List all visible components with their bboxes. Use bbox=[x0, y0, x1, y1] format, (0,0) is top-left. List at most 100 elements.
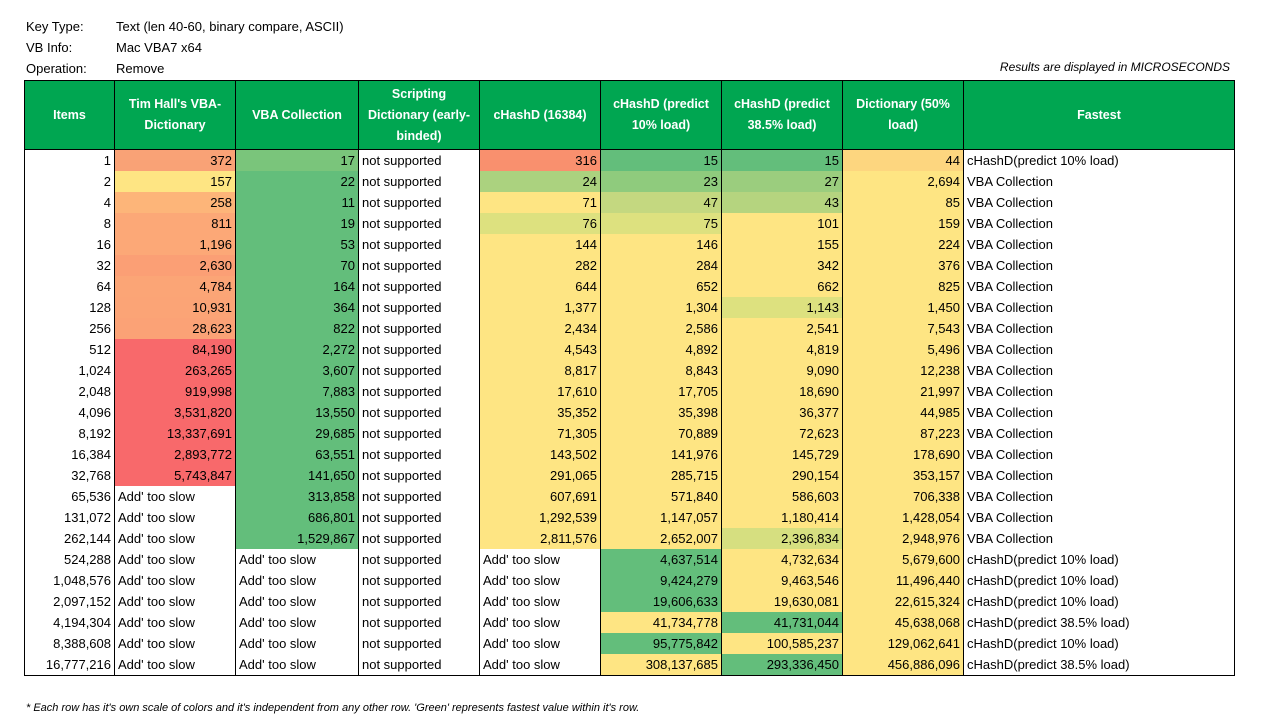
cell-chashd-10: 146 bbox=[600, 234, 722, 255]
cell-dictionary-50: 1,428,054 bbox=[842, 507, 964, 528]
cell-scripting-dictionary: not supported bbox=[358, 234, 480, 255]
cell-dictionary-50: 1,450 bbox=[842, 297, 964, 318]
cell-items: 16,777,216 bbox=[24, 654, 115, 676]
cell-dictionary-50: 706,338 bbox=[842, 486, 964, 507]
cell-tim-hall: 4,784 bbox=[114, 276, 236, 297]
cell-scripting-dictionary: not supported bbox=[358, 192, 480, 213]
cell-items: 2,048 bbox=[24, 381, 115, 402]
cell-scripting-dictionary: not supported bbox=[358, 528, 480, 549]
cell-scripting-dictionary: not supported bbox=[358, 213, 480, 234]
cell-fastest: VBA Collection bbox=[963, 444, 1235, 465]
header-tim-hall: Tim Hall's VBA-Dictionary bbox=[114, 80, 236, 150]
cell-vba-collection: 3,607 bbox=[235, 360, 359, 381]
cell-scripting-dictionary: not supported bbox=[358, 486, 480, 507]
cell-scripting-dictionary: not supported bbox=[358, 591, 480, 612]
table-row: 32 2,630 70 not supported 282 284 342 376 VBA Co… bbox=[24, 255, 1235, 276]
cell-chashd-16384: 291,065 bbox=[479, 465, 601, 486]
meta-vb-label: VB Info: bbox=[26, 40, 73, 55]
cell-chashd-16384: 8,817 bbox=[479, 360, 601, 381]
cell-scripting-dictionary: not supported bbox=[358, 570, 480, 591]
cell-fastest: cHashD(predict 10% load) bbox=[963, 591, 1235, 612]
table-row: 4,194,304 Add' too slow Add' too slow not s… bbox=[24, 612, 1235, 633]
header-chashd-16384: cHashD (16384) bbox=[479, 80, 601, 150]
cell-fastest: VBA Collection bbox=[963, 276, 1235, 297]
cell-fastest: cHashD(predict 38.5% load) bbox=[963, 612, 1235, 633]
cell-items: 4,194,304 bbox=[24, 612, 115, 633]
cell-chashd-38: 19,630,081 bbox=[721, 591, 843, 612]
cell-chashd-16384: 644 bbox=[479, 276, 601, 297]
cell-tim-hall: 372 bbox=[114, 149, 236, 171]
cell-chashd-10: 41,734,778 bbox=[600, 612, 722, 633]
cell-items: 524,288 bbox=[24, 549, 115, 570]
cell-fastest: VBA Collection bbox=[963, 402, 1235, 423]
cell-items: 256 bbox=[24, 318, 115, 339]
cell-dictionary-50: 178,690 bbox=[842, 444, 964, 465]
cell-tim-hall: 157 bbox=[114, 171, 236, 192]
cell-chashd-16384: Add' too slow bbox=[479, 612, 601, 633]
table-row: 32,768 5,743,847 141,650 not supported 291,0… bbox=[24, 465, 1235, 486]
cell-fastest: VBA Collection bbox=[963, 171, 1235, 192]
cell-vba-collection: Add' too slow bbox=[235, 654, 359, 676]
cell-chashd-38: 1,180,414 bbox=[721, 507, 843, 528]
cell-tim-hall: 3,531,820 bbox=[114, 402, 236, 423]
cell-chashd-16384: Add' too slow bbox=[479, 549, 601, 570]
cell-chashd-10: 141,976 bbox=[600, 444, 722, 465]
cell-tim-hall: Add' too slow bbox=[114, 654, 236, 676]
cell-chashd-16384: 316 bbox=[479, 149, 601, 171]
cell-scripting-dictionary: not supported bbox=[358, 171, 480, 192]
cell-chashd-38: 18,690 bbox=[721, 381, 843, 402]
cell-chashd-16384: 71,305 bbox=[479, 423, 601, 444]
cell-vba-collection: 164 bbox=[235, 276, 359, 297]
cell-tim-hall: 5,743,847 bbox=[114, 465, 236, 486]
cell-chashd-10: 9,424,279 bbox=[600, 570, 722, 591]
cell-chashd-38: 342 bbox=[721, 255, 843, 276]
cell-chashd-16384: 1,292,539 bbox=[479, 507, 601, 528]
cell-chashd-16384: 17,610 bbox=[479, 381, 601, 402]
cell-scripting-dictionary: not supported bbox=[358, 444, 480, 465]
cell-items: 128 bbox=[24, 297, 115, 318]
cell-scripting-dictionary: not supported bbox=[358, 423, 480, 444]
cell-fastest: VBA Collection bbox=[963, 339, 1235, 360]
meta-key-value: Text (len 40-60, binary compare, ASCII) bbox=[116, 19, 344, 34]
cell-dictionary-50: 2,948,976 bbox=[842, 528, 964, 549]
cell-vba-collection: 22 bbox=[235, 171, 359, 192]
cell-tim-hall: 919,998 bbox=[114, 381, 236, 402]
cell-dictionary-50: 7,543 bbox=[842, 318, 964, 339]
cell-dictionary-50: 456,886,096 bbox=[842, 654, 964, 676]
cell-tim-hall: 263,265 bbox=[114, 360, 236, 381]
meta-operation-label: Operation: bbox=[26, 61, 87, 76]
cell-chashd-10: 652 bbox=[600, 276, 722, 297]
cell-fastest: cHashD(predict 38.5% load) bbox=[963, 654, 1235, 676]
cell-fastest: cHashD(predict 10% load) bbox=[963, 633, 1235, 654]
header-dictionary-50: Dictionary (50% load) bbox=[842, 80, 964, 150]
cell-dictionary-50: 21,997 bbox=[842, 381, 964, 402]
cell-chashd-16384: Add' too slow bbox=[479, 570, 601, 591]
cell-scripting-dictionary: not supported bbox=[358, 381, 480, 402]
cell-chashd-38: 72,623 bbox=[721, 423, 843, 444]
cell-dictionary-50: 85 bbox=[842, 192, 964, 213]
table-row: 4 258 11 not supported 71 47 43 85 VBA Collectio… bbox=[24, 192, 1235, 213]
table-row: 1 372 17 not supported 316 15 15 44 cHashD(predi… bbox=[24, 149, 1235, 171]
cell-chashd-38: 4,819 bbox=[721, 339, 843, 360]
cell-vba-collection: 2,272 bbox=[235, 339, 359, 360]
table-row: 1,024 263,265 3,607 not supported 8,817 8,843… bbox=[24, 360, 1235, 381]
cell-scripting-dictionary: not supported bbox=[358, 255, 480, 276]
cell-items: 1,048,576 bbox=[24, 570, 115, 591]
cell-dictionary-50: 129,062,641 bbox=[842, 633, 964, 654]
meta-vb-value: Mac VBA7 x64 bbox=[116, 40, 202, 55]
cell-chashd-10: 75 bbox=[600, 213, 722, 234]
cell-fastest: VBA Collection bbox=[963, 192, 1235, 213]
table-row: 64 4,784 164 not supported 644 652 662 825 VBA C… bbox=[24, 276, 1235, 297]
cell-fastest: VBA Collection bbox=[963, 318, 1235, 339]
cell-vba-collection: 17 bbox=[235, 149, 359, 171]
table-row: 8 811 19 not supported 76 75 101 159 VBA Collect… bbox=[24, 213, 1235, 234]
cell-items: 512 bbox=[24, 339, 115, 360]
cell-chashd-10: 8,843 bbox=[600, 360, 722, 381]
cell-vba-collection: 313,858 bbox=[235, 486, 359, 507]
cell-tim-hall: Add' too slow bbox=[114, 633, 236, 654]
cell-chashd-38: 100,585,237 bbox=[721, 633, 843, 654]
cell-dictionary-50: 11,496,440 bbox=[842, 570, 964, 591]
cell-chashd-38: 155 bbox=[721, 234, 843, 255]
cell-vba-collection: Add' too slow bbox=[235, 549, 359, 570]
cell-chashd-10: 308,137,685 bbox=[600, 654, 722, 676]
